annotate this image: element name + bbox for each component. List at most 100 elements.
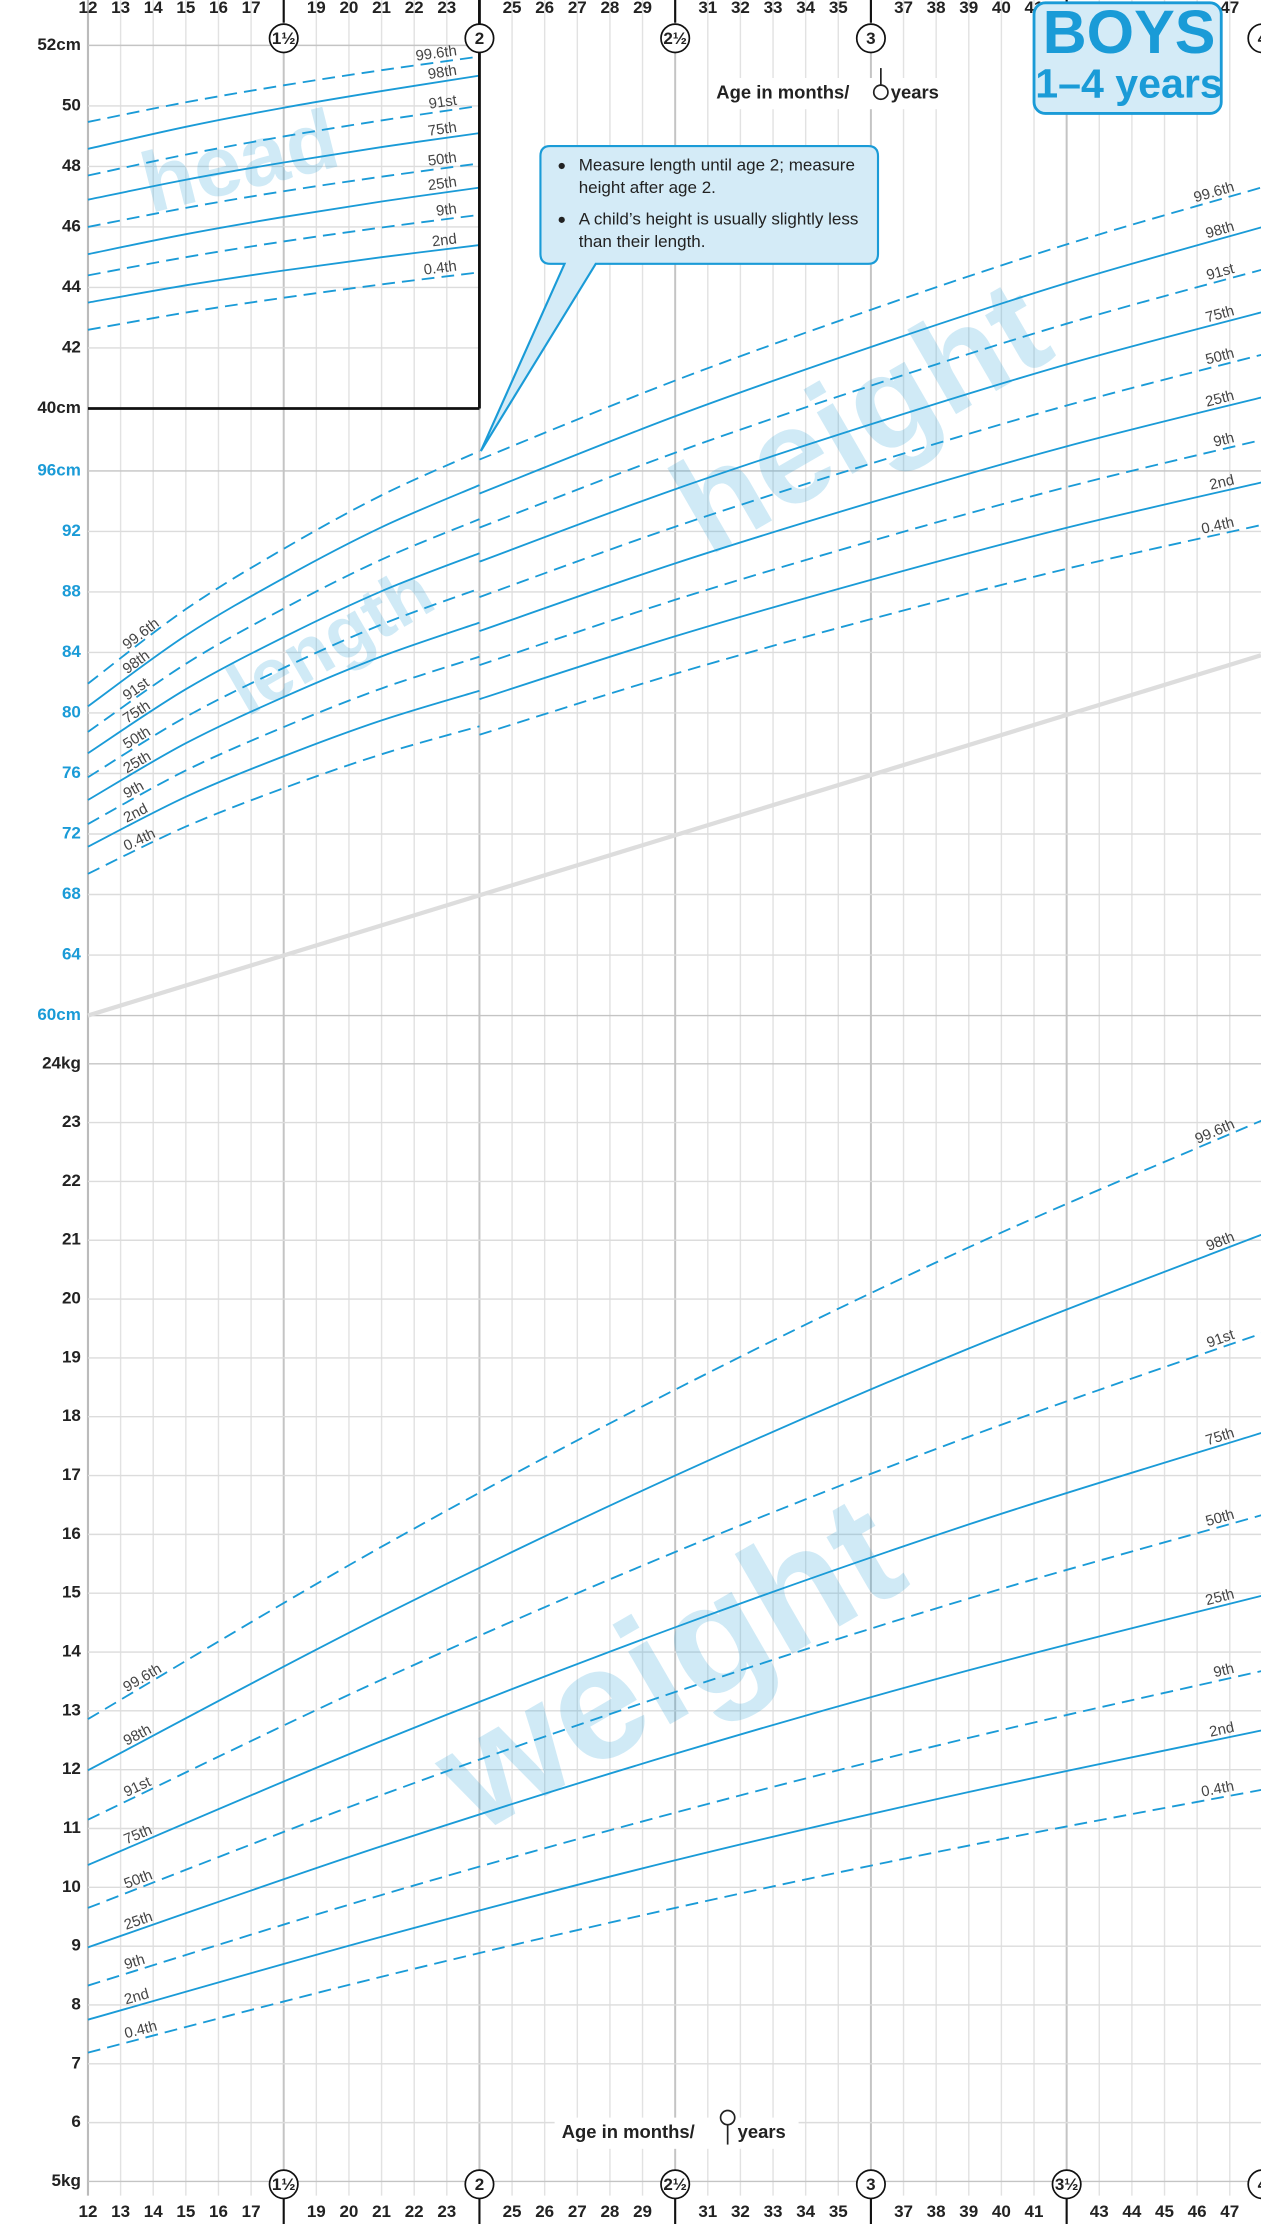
x-tick-label: 35 [829, 0, 848, 17]
y-tick-label: 84 [62, 642, 81, 661]
x-axis-title-top: Age in months/ years [709, 68, 954, 110]
x-tick-label: 26 [535, 0, 554, 17]
percentile-label: 50th [1204, 1507, 1236, 1530]
y-tick-label: 17 [62, 1465, 81, 1484]
percentile-label: 25th [1204, 1586, 1236, 1609]
percentile-label: 2nd [1208, 472, 1236, 493]
callout: Measure length until age 2; measure heig… [479, 145, 880, 452]
x-tick-label: 37 [894, 2202, 913, 2221]
percentile-curve [87, 1670, 1261, 1987]
percentile-curve [479, 481, 1261, 701]
percentile-label: 0.4th [423, 259, 458, 279]
x-tick-label: 16 [209, 2202, 228, 2221]
percentile-label: 2nd [1208, 1720, 1236, 1741]
x-tick-label: 17 [242, 0, 261, 17]
x-tick-label: 20 [339, 2202, 358, 2221]
x-tick-bubble [464, 23, 495, 54]
x-tick-label: 40 [992, 2202, 1011, 2221]
y-tick-label: 72 [62, 824, 81, 843]
chart-title: BOYS [1043, 0, 1216, 66]
x-tick-label: 47 [1220, 2202, 1239, 2221]
x-tick-bubble [464, 2169, 495, 2200]
percentile-curve [87, 552, 480, 754]
percentile-curve [479, 311, 1261, 563]
percentile-label: 0.4th [1200, 1779, 1236, 1801]
percentile-curve [479, 524, 1261, 736]
percentile-curve [87, 484, 480, 708]
bullet [558, 216, 565, 223]
percentile-label: 25th [427, 174, 458, 194]
y-tick-label: 88 [62, 581, 81, 600]
x-tick-label: 14 [144, 2202, 163, 2221]
percentile-curve [87, 213, 480, 277]
y-tick-label: 92 [62, 521, 81, 540]
x-tick-label: 23 [437, 0, 456, 17]
x-tick-label: 20 [339, 0, 358, 17]
chart-subtitle: 1–4 years [1035, 60, 1223, 106]
x-tick-label: 31 [698, 0, 717, 17]
percentile-label: 50th [427, 150, 458, 170]
x-tick-label: 4 [1258, 2175, 1261, 2194]
percentile-curve [479, 186, 1261, 461]
x-axis-title: years [891, 81, 939, 102]
y-tick-label: 19 [62, 1347, 81, 1366]
x-tick-label: 27 [568, 2202, 587, 2221]
y-tick-label: 20 [62, 1289, 81, 1308]
x-tick-label: 28 [600, 0, 619, 17]
percentile-curve [87, 74, 480, 150]
percentile-label: 9th [122, 1952, 146, 1973]
x-axis-title: Age in months/ [562, 2121, 695, 2142]
x-tick-label: 17 [242, 2202, 261, 2221]
x-tick-bubble [1247, 2169, 1261, 2200]
x-axis-title-bottom: Age in months/ years [554, 2109, 799, 2149]
percentile-label: 2nd [123, 1986, 151, 2008]
y-tick-label: 14 [62, 1642, 81, 1661]
x-tick-label: 21 [372, 2202, 391, 2221]
note-line: A child’s height is usually slightly les… [579, 209, 859, 228]
percentile-curve [479, 439, 1261, 667]
percentile-label: 0.4th [1200, 515, 1236, 538]
x-tick-label: 1½ [272, 2175, 296, 2194]
x-tick-bubble [660, 23, 691, 54]
x-tick-label: 2½ [663, 2175, 687, 2194]
x-tick-label: 14 [144, 0, 163, 17]
x-tick-label: 41 [1025, 2202, 1044, 2221]
y-tick-label: 48 [62, 156, 81, 175]
percentile-label: 98th [427, 63, 458, 83]
x-tick-label: 1½ [272, 29, 296, 48]
y-tick-label: 6 [71, 2112, 80, 2131]
x-tick-label: 39 [959, 0, 978, 17]
x-tick-label: 47 [1220, 0, 1239, 17]
x-tick-label: 39 [959, 2202, 978, 2221]
x-tick-label: 33 [764, 2202, 783, 2221]
y-tick-label: 50 [62, 95, 81, 114]
percentile-label: 9th [1212, 430, 1236, 450]
x-tick-label: 25 [503, 0, 522, 17]
y-tick-label: 44 [62, 277, 81, 296]
percentile-label: 91st [1205, 261, 1237, 284]
y-tick-label: 80 [62, 702, 81, 721]
label-backdrop [554, 2117, 799, 2149]
y-tick-label: 60cm [37, 1005, 81, 1024]
y-tick-label: 68 [62, 884, 81, 903]
x-tick-bubble [268, 2169, 299, 2200]
x-axis-title: Age in months/ [716, 81, 849, 102]
y-tick-label: 7 [71, 2053, 80, 2072]
x-tick-label: 23 [437, 2202, 456, 2221]
x-axis-title: years [738, 2121, 786, 2142]
x-tick-label: 31 [698, 2202, 717, 2221]
title-box: BOYS 1–4 years [1032, 0, 1223, 115]
percentile-curve [87, 1729, 1261, 2021]
percentile-curve [87, 244, 480, 304]
percentile-curve [87, 450, 480, 685]
y-tick-label: 12 [62, 1759, 81, 1778]
percentile-curve [479, 396, 1261, 632]
x-tick-label: 40 [992, 0, 1011, 17]
percentile-curve [87, 1119, 1261, 1720]
y-tick-label: 10 [62, 1877, 81, 1896]
percentile-label: 91st [428, 93, 459, 113]
x-tick-label: 29 [633, 0, 652, 17]
percentile-curve [87, 186, 480, 256]
percentile-curve [87, 518, 480, 733]
y-tick-label: 18 [62, 1406, 81, 1425]
